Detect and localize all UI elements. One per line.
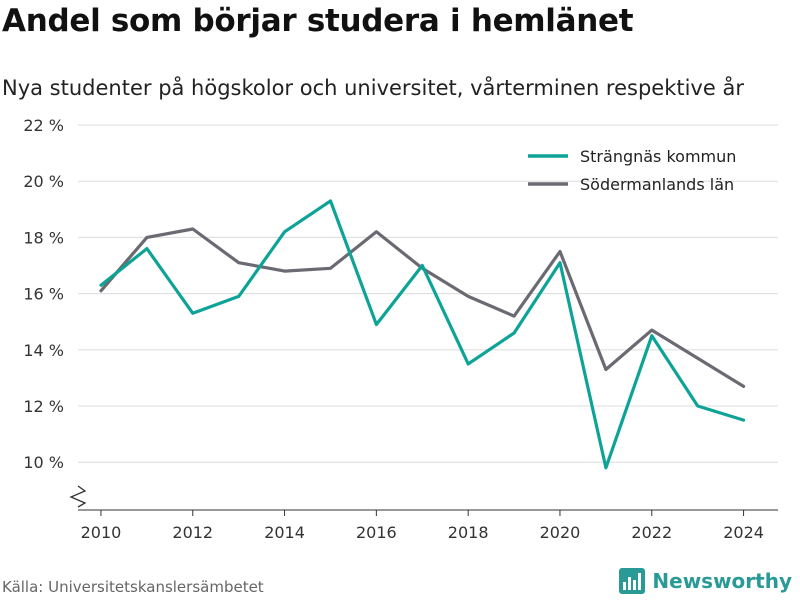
x-tick-label: 2014 xyxy=(264,523,305,542)
y-axis-tick-labels: 10 % 12 % 14 % 16 % 18 % 20 % 22 % xyxy=(23,116,64,472)
y-tick-label: 12 % xyxy=(23,397,64,416)
x-tick-label: 2012 xyxy=(172,523,213,542)
axis-break-icon xyxy=(69,485,87,508)
y-tick-label: 10 % xyxy=(23,453,64,472)
legend: Strängnäs kommun Södermanlands län xyxy=(528,147,736,194)
brand-name: Newsworthy xyxy=(652,569,792,593)
brand-logo[interactable]: Newsworthy xyxy=(618,567,792,595)
chart-subtitle: Nya studenter på högskolor och universit… xyxy=(2,76,744,100)
y-tick-label: 18 % xyxy=(23,228,64,247)
x-tick-label: 2020 xyxy=(540,523,581,542)
x-axis: 2010 2012 2014 2016 2018 2020 2022 2024 xyxy=(69,485,778,542)
x-tick-label: 2022 xyxy=(631,523,672,542)
series-line-strangnas xyxy=(99,199,746,470)
legend-label: Södermanlands län xyxy=(580,175,734,194)
y-tick-label: 16 % xyxy=(23,285,64,304)
x-tick-label: 2018 xyxy=(448,523,489,542)
source-note: Källa: Universitetskanslersämbetet xyxy=(2,578,264,596)
x-tick-label: 2010 xyxy=(81,523,122,542)
y-tick-label: 20 % xyxy=(23,172,64,191)
y-tick-label: 14 % xyxy=(23,341,64,360)
legend-label: Strängnäs kommun xyxy=(580,147,736,166)
chart-title: Andel som börjar studera i hemlänet xyxy=(2,3,634,39)
y-tick-label: 22 % xyxy=(23,116,64,135)
x-tick-label: 2024 xyxy=(723,523,764,542)
x-tick-label: 2016 xyxy=(356,523,397,542)
newsworthy-logo-icon xyxy=(619,568,646,594)
series-lines xyxy=(99,199,746,470)
series-line-sodermanland xyxy=(99,227,746,388)
